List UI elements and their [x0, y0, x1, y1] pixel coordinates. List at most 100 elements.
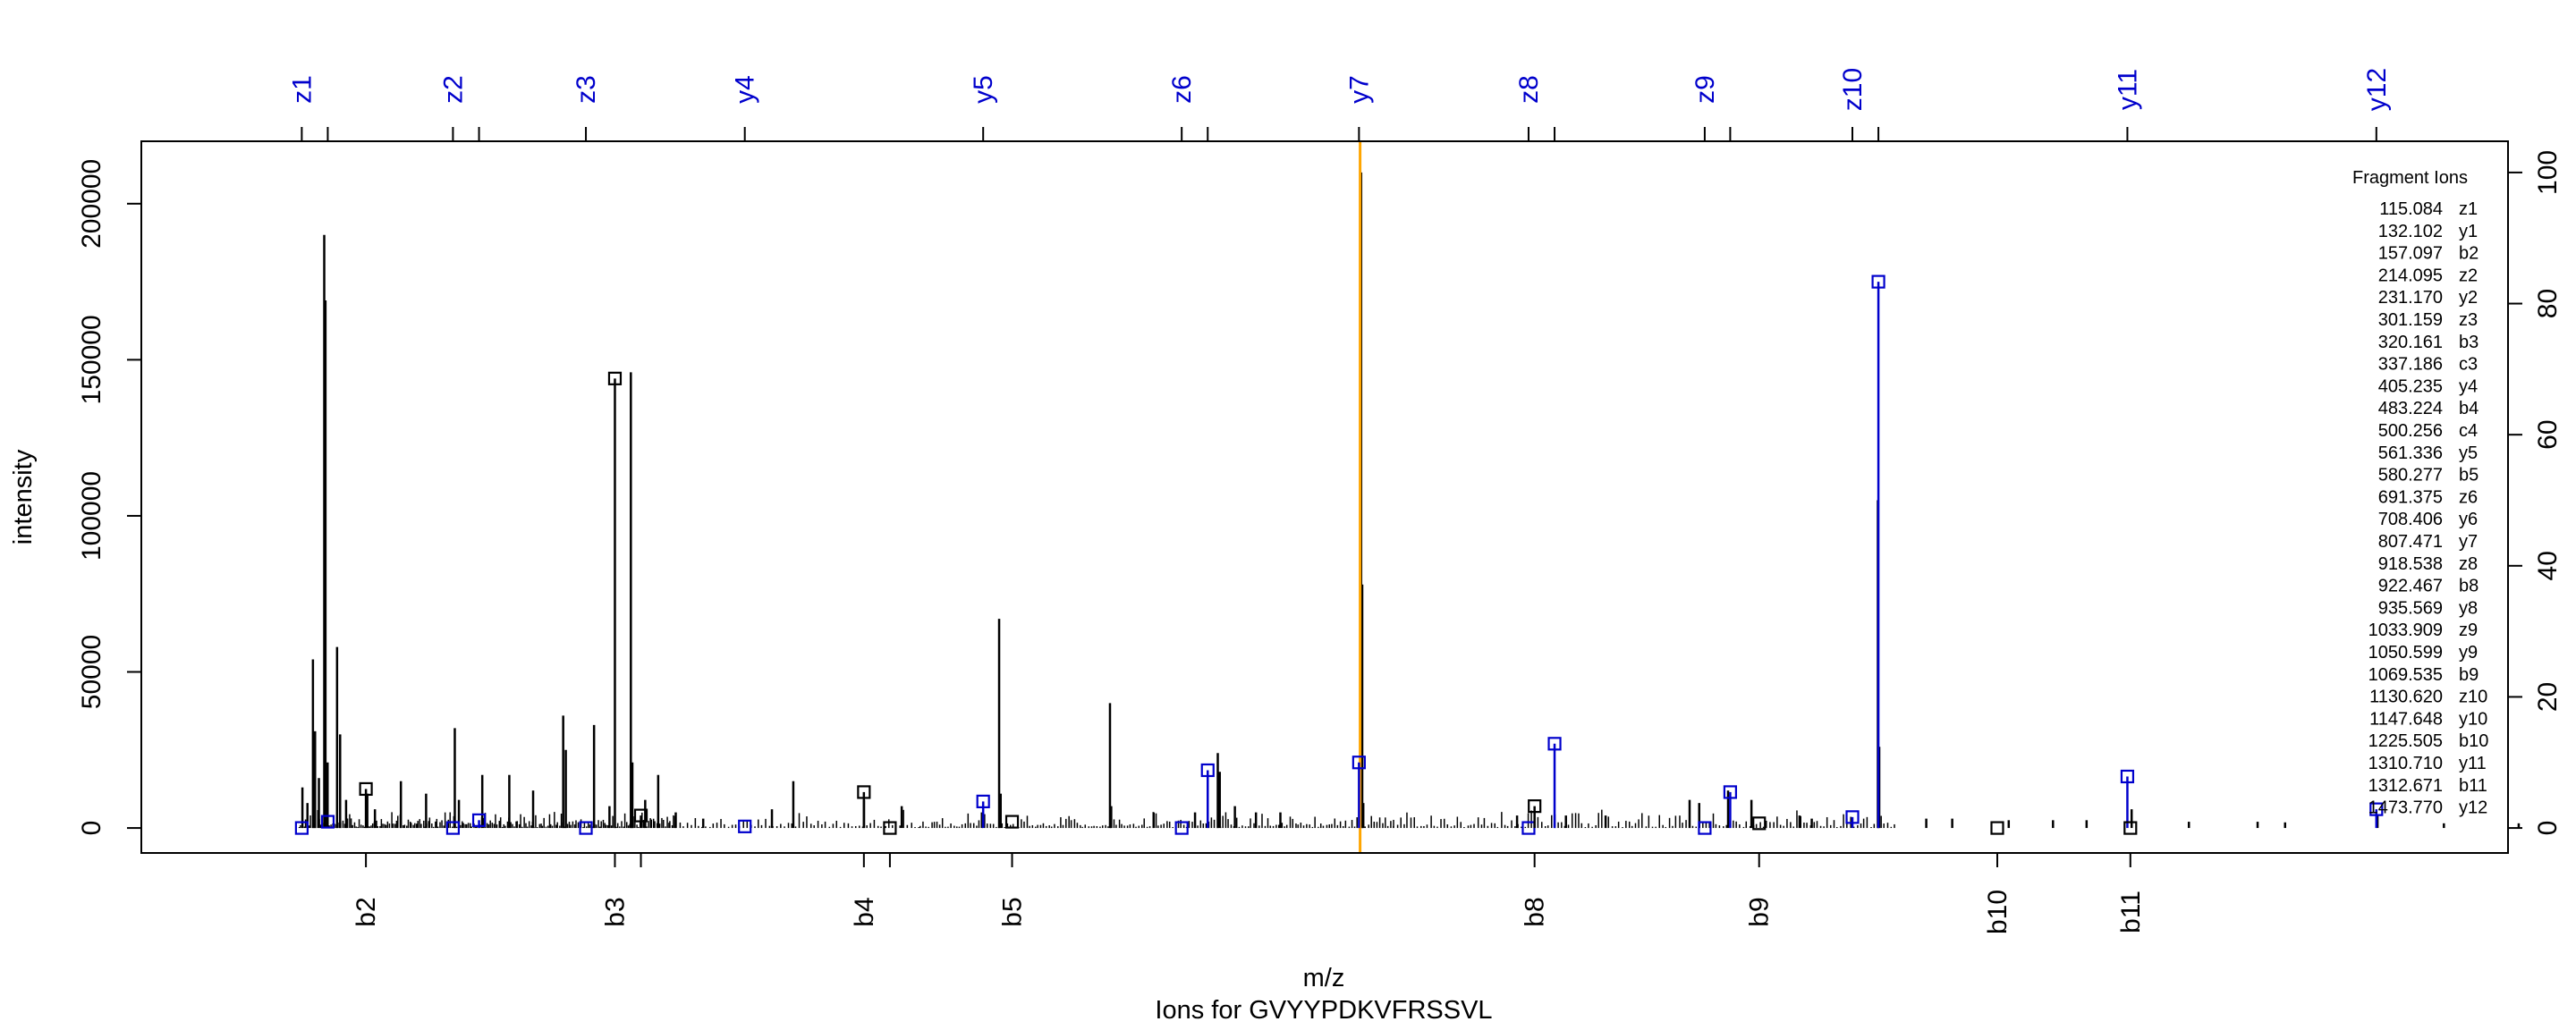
bottom-ion-label-b10: b10	[1983, 890, 2012, 934]
legend-ion: b11	[2459, 776, 2487, 796]
legend-mz: 807.471	[2378, 532, 2443, 552]
legend-mz: 580.277	[2378, 466, 2443, 485]
legend-mz: 918.538	[2378, 554, 2443, 574]
legend-mz: 405.235	[2378, 376, 2443, 396]
y-tick-label: 150000	[77, 315, 106, 404]
top-ion-label-y4: y4	[731, 75, 760, 104]
bottom-ion-label-b2: b2	[352, 897, 381, 926]
legend-mz: 1069.535	[2368, 665, 2443, 685]
fragment-ions-legend: Fragment Ions 115.084 z1 132.102 y1 157.097 b…	[2352, 168, 2488, 818]
legend-ion: z8	[2459, 554, 2478, 574]
y2-tick-label: 100	[2533, 150, 2563, 195]
top-ion-label-y12: y12	[2362, 68, 2392, 111]
y-axis-left: 0 50000 100000 150000 200000	[77, 159, 142, 836]
legend-mz: 301.159	[2378, 310, 2443, 330]
x-axis-title: m/z	[1303, 964, 1345, 992]
legend-mz: 320.161	[2378, 333, 2443, 352]
bottom-ion-label-b5: b5	[998, 897, 1028, 926]
matched-ion-marker-y4	[738, 819, 752, 833]
matched-ion-marker-b11	[2123, 821, 2138, 835]
legend-mz: 691.375	[2378, 487, 2443, 507]
matched-ion-marker-y2	[471, 813, 487, 827]
legend-ion: b2	[2459, 244, 2479, 264]
legend-mz: 337.186	[2378, 355, 2443, 375]
matched-ion-marker-c4	[883, 821, 897, 835]
y-tick-label: 200000	[77, 159, 106, 249]
legend-ion: y1	[2459, 222, 2478, 241]
legend-ion: y9	[2459, 643, 2478, 663]
legend-ion: y8	[2459, 598, 2478, 618]
matched-ion-marker-y10	[1871, 274, 1885, 289]
y-tick-label: 50000	[77, 635, 106, 709]
bottom-ion-label-b4: b4	[850, 897, 879, 926]
spectrum-peaks	[301, 172, 2521, 829]
matched-ion-marker-y9	[1723, 785, 1738, 799]
top-ion-label-z2: z2	[438, 75, 468, 104]
legend-mz: 231.170	[2378, 288, 2443, 308]
top-ion-label-z9: z9	[1690, 75, 1720, 104]
chart-title: Ions for GVYYPDKVFRSSVL	[1155, 996, 1492, 1025]
matched-ion-marker-z2	[445, 821, 461, 835]
legend-mz: 561.336	[2378, 443, 2443, 463]
legend-mz: 1147.648	[2369, 709, 2443, 729]
matched-ion-marker-b10	[1990, 821, 2004, 835]
matched-ion-marker-y7	[1352, 756, 1366, 770]
legend-mz: 500.256	[2378, 421, 2443, 441]
legend-ion: z3	[2459, 310, 2478, 330]
matched-ion-marker-y1	[320, 815, 335, 829]
legend-mz: 1225.505	[2368, 731, 2443, 751]
legend-mz: 483.224	[2378, 399, 2443, 418]
matched-ion-marker-z1	[294, 821, 309, 835]
matched-ion-marker-b5	[1004, 815, 1020, 829]
top-ion-axis: z1 z2 z3 y4 y5 z6 y7 z8 z9 z10 y11 y12	[287, 68, 2392, 141]
legend-ion: z10	[2459, 688, 2487, 707]
y2-tick-label: 60	[2533, 419, 2563, 449]
y-tick-label: 100000	[77, 471, 106, 561]
bottom-ion-label-b11: b11	[2116, 891, 2146, 933]
legend-mz: 1033.909	[2368, 621, 2443, 640]
legend-ion: z2	[2459, 266, 2478, 285]
legend-ion: y4	[2459, 376, 2478, 396]
top-ion-label-z6: z6	[1167, 75, 1197, 104]
legend-mz: 132.102	[2378, 222, 2443, 241]
legend-mz: 1473.770	[2368, 798, 2443, 818]
matched-ion-marker-b8	[1528, 799, 1542, 814]
matched-ion-marker-y5	[976, 794, 990, 808]
legend-mz: 1050.599	[2368, 643, 2443, 663]
legend-ion: b9	[2459, 665, 2479, 685]
matched-ion-marker-y11	[2120, 769, 2135, 784]
matched-ion-marker-z6	[1174, 821, 1189, 835]
legend-mz: 1310.710	[2368, 754, 2443, 773]
bottom-ion-axis: b2 b3 b4 b5 b8 b9 b10 b11	[352, 853, 2146, 934]
y2-tick-label: 0	[2533, 821, 2563, 836]
legend-ion: y2	[2459, 288, 2478, 308]
matched-ion-marker-z9	[1698, 821, 1712, 835]
legend-ion: b5	[2459, 466, 2479, 485]
legend-ion: b3	[2459, 333, 2479, 352]
legend-ion: y10	[2459, 709, 2487, 729]
legend-title: Fragment Ions	[2352, 168, 2468, 188]
top-ion-label-y11: y11	[2113, 69, 2142, 110]
legend-ion: z1	[2459, 199, 2478, 219]
top-ion-label-y5: y5	[969, 75, 998, 104]
bottom-ion-label-b8: b8	[1521, 897, 1550, 926]
legend-mz: 214.095	[2378, 266, 2443, 285]
legend-mz: 115.084	[2379, 199, 2443, 219]
matched-ion-marker-b3	[607, 371, 623, 385]
matched-ion-marker-z10	[1845, 810, 1860, 824]
top-ion-label-y7: y7	[1344, 75, 1374, 104]
legend-ion: y6	[2459, 510, 2478, 529]
matched-ion-marker-b9	[1752, 816, 1767, 831]
y-tick-label: 0	[77, 821, 106, 836]
top-ion-label-z1: z1	[287, 75, 317, 104]
legend-ion: c4	[2459, 421, 2478, 441]
legend-mz: 935.569	[2378, 598, 2443, 618]
matched-ion-marker-y6	[1200, 763, 1215, 778]
matched-ion-marker-y12	[2369, 802, 2384, 816]
plot-frame	[140, 140, 2509, 854]
top-ion-label-z8: z8	[1514, 75, 1544, 104]
y2-tick-label: 20	[2533, 682, 2563, 712]
matched-ion-marker-c3	[633, 808, 648, 823]
legend-mz: 1312.671	[2368, 776, 2443, 796]
matched-ion-marker-b4	[857, 785, 871, 799]
